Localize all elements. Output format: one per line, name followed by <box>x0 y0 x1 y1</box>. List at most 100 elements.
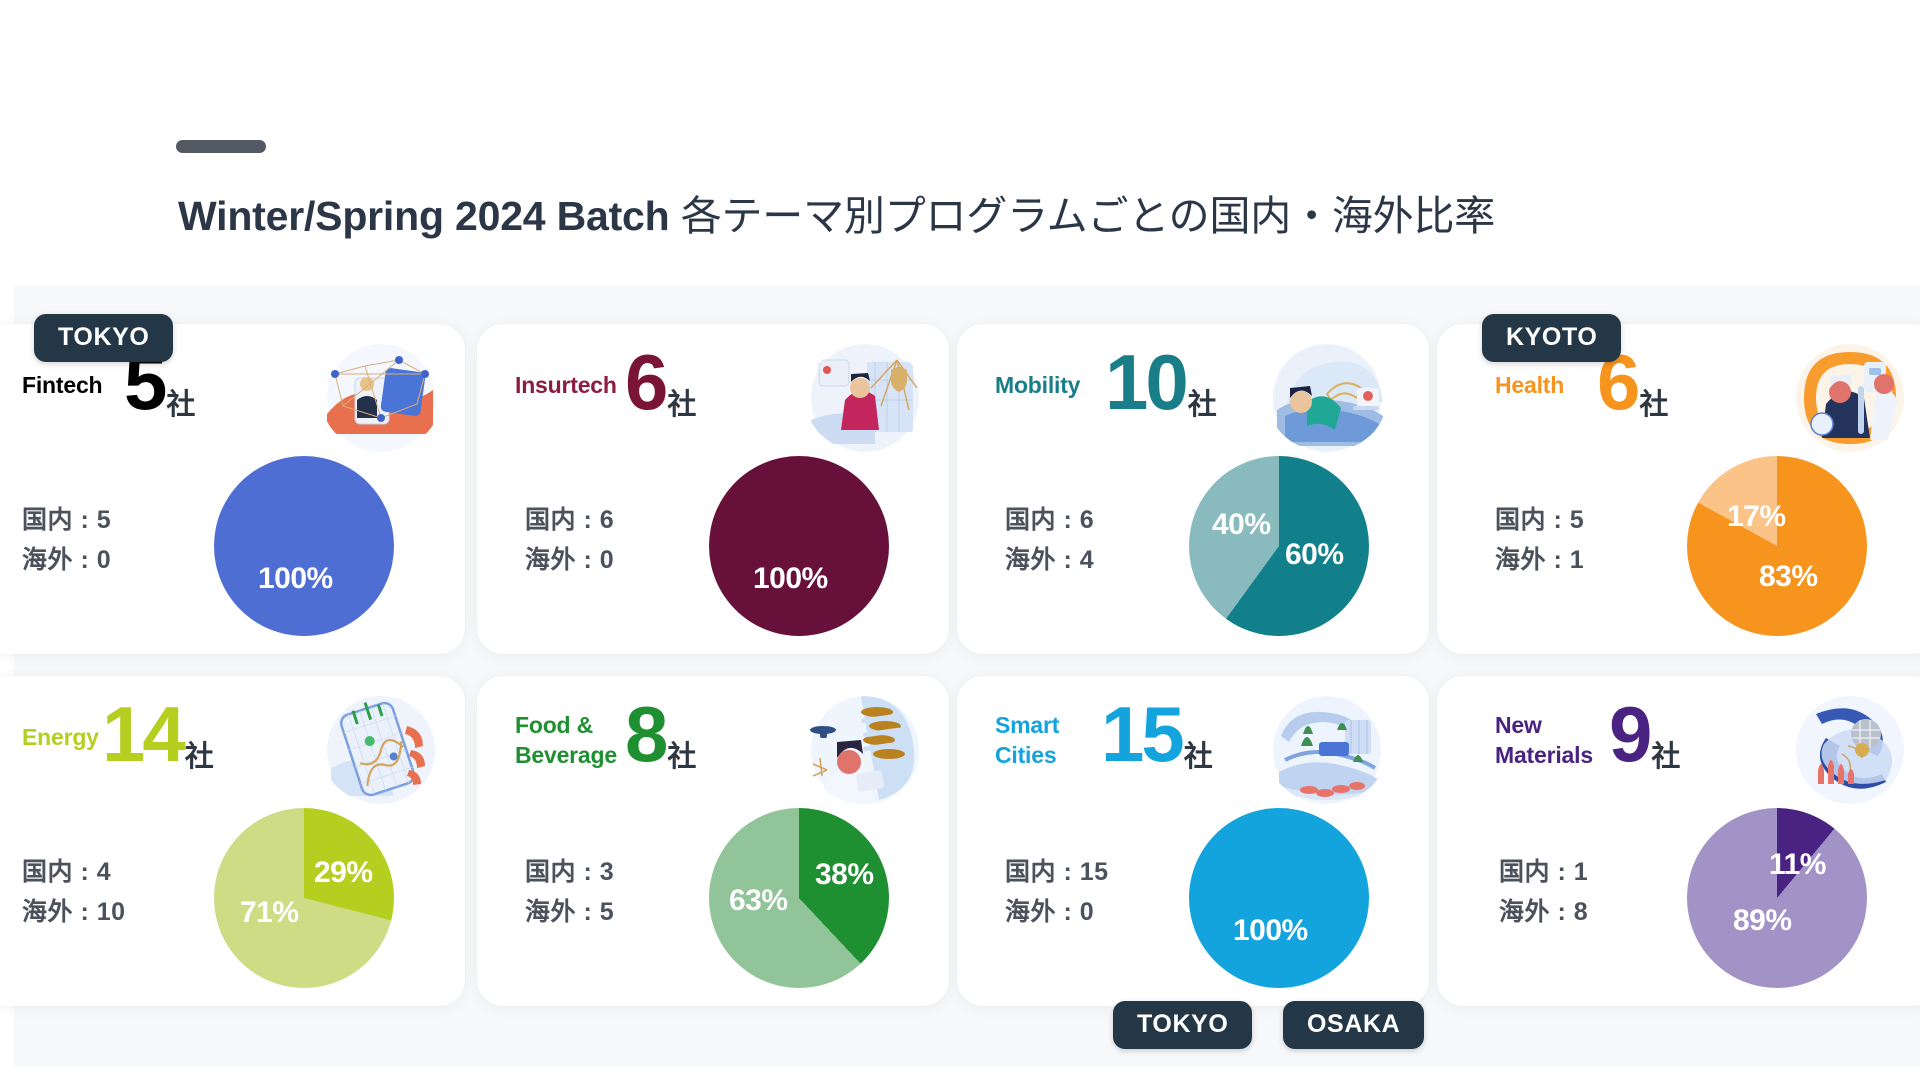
count-number: 6 <box>625 338 668 426</box>
pie-chart: 17% 83% <box>1687 456 1867 636</box>
decorative-dash <box>176 140 266 153</box>
pie-slice-label-domestic: 11% <box>1769 848 1826 881</box>
company-count: 6 社 <box>625 336 696 428</box>
pie-slice-label: 100% <box>753 562 828 595</box>
city-badge-osaka-bottom[interactable]: OSAKA <box>1283 1001 1425 1049</box>
domestic-count: 国内 : 6 <box>1005 506 1095 534</box>
theme-label-line1: Smart <box>995 712 1060 738</box>
overseas-count: 海外 : 4 <box>1005 546 1095 574</box>
theme-label-line1: New <box>1495 712 1542 738</box>
count-number: 9 <box>1609 690 1652 778</box>
theme-label-line2: Beverage <box>515 742 617 768</box>
theme-card-energy[interactable]: Energy 14 社 <box>0 676 465 1006</box>
theme-label: Food & Beverage <box>515 710 715 770</box>
page-title-en: Winter/Spring 2024 Batch <box>178 193 670 239</box>
company-count: 15 社 <box>1101 688 1213 780</box>
count-unit: 社 <box>166 389 196 421</box>
count-number: 10 <box>1105 338 1189 426</box>
energy-illustration-icon <box>321 696 441 804</box>
count-number: 14 <box>102 690 186 778</box>
city-badge-kyoto-top[interactable]: KYOTO <box>1482 314 1622 362</box>
count-number: 8 <box>625 690 668 778</box>
theme-card-mobility[interactable]: Mobility 10 社 <box>957 324 1429 654</box>
company-count: 9 社 <box>1609 688 1680 780</box>
stats-block: 国内 : 5 海外 : 0 <box>22 500 111 580</box>
theme-card-insurtech[interactable]: Insurtech 6 社 <box>477 324 949 654</box>
pie-slice-label-domestic: 29% <box>314 856 373 889</box>
company-count: 8 社 <box>625 688 696 780</box>
pie-slice-label-domestic: 83% <box>1759 560 1818 593</box>
smart-cities-illustration-icon <box>1267 696 1387 804</box>
health-illustration-icon <box>1790 344 1910 452</box>
pie-slice-label-domestic: 60% <box>1285 538 1344 571</box>
insurtech-illustration-icon <box>805 344 925 452</box>
theme-label: Smart Cities <box>995 710 1195 770</box>
theme-label: Mobility <box>995 372 1081 398</box>
pie-slice-label-overseas: 40% <box>1212 508 1271 541</box>
theme-card-fintech[interactable]: Fintech 5 社 <box>0 324 465 654</box>
theme-label: Energy <box>22 724 99 750</box>
stats-block: 国内 : 1 海外 : 8 <box>1499 852 1588 932</box>
pie-chart: 100% <box>709 456 889 636</box>
pie-slice-label-overseas: 89% <box>1733 904 1792 937</box>
overseas-count: 海外 : 0 <box>22 546 112 574</box>
domestic-count: 国内 : 5 <box>1495 506 1585 534</box>
page-header <box>0 0 1920 286</box>
pie-chart: 38% 63% <box>709 808 889 988</box>
overseas-count: 海外 : 5 <box>525 898 615 926</box>
mobility-illustration-icon <box>1267 344 1387 452</box>
theme-card-health[interactable]: Health 6 社 <box>1437 324 1920 654</box>
theme-card-smart-cities[interactable]: Smart Cities 15 社 <box>957 676 1429 1006</box>
domestic-count: 国内 : 5 <box>22 506 112 534</box>
stats-block: 国内 : 4 海外 : 10 <box>22 852 126 932</box>
overseas-count: 海外 : 8 <box>1499 898 1589 926</box>
overseas-count: 海外 : 0 <box>525 546 615 574</box>
theme-card-new-materials[interactable]: New Materials 9 社 <box>1437 676 1920 1006</box>
theme-label: Health <box>1495 372 1565 398</box>
food-beverage-illustration-icon <box>805 696 925 804</box>
new-materials-illustration-icon <box>1790 696 1910 804</box>
domestic-count: 国内 : 6 <box>525 506 615 534</box>
company-count: 10 社 <box>1105 336 1217 428</box>
domestic-count: 国内 : 1 <box>1499 858 1589 886</box>
overseas-count: 海外 : 1 <box>1495 546 1585 574</box>
domestic-count: 国内 : 3 <box>525 858 615 886</box>
pie-slice-label: 100% <box>258 562 333 595</box>
page-title-ja: 各テーマ別プログラムごとの国内・海外比率 <box>669 193 1496 239</box>
count-unit: 社 <box>667 741 697 773</box>
domestic-count: 国内 : 15 <box>1005 858 1109 886</box>
theme-label-line1: Food & <box>515 712 593 738</box>
pie-chart: 11% 89% <box>1687 808 1867 988</box>
count-unit: 社 <box>1651 741 1681 773</box>
pie-slice-label-overseas: 63% <box>729 884 788 917</box>
pie-slice-label: 100% <box>1233 914 1308 947</box>
pie-chart: 100% <box>1189 808 1369 988</box>
stats-block: 国内 : 6 海外 : 4 <box>1005 500 1094 580</box>
count-unit: 社 <box>1187 389 1217 421</box>
city-badge-tokyo-top[interactable]: TOKYO <box>34 314 174 362</box>
count-unit: 社 <box>184 741 214 773</box>
domestic-count: 国内 : 4 <box>22 858 112 886</box>
theme-label: New Materials <box>1495 710 1705 770</box>
stats-block: 国内 : 15 海外 : 0 <box>1005 852 1109 932</box>
overseas-count: 海外 : 0 <box>1005 898 1095 926</box>
theme-label: Insurtech <box>515 372 617 398</box>
theme-card-food-beverage[interactable]: Food & Beverage 8 社 <box>477 676 949 1006</box>
city-badge-tokyo-bottom[interactable]: TOKYO <box>1113 1001 1253 1049</box>
pie-chart: 29% 71% <box>214 808 394 988</box>
fintech-illustration-icon <box>321 344 441 452</box>
stats-block: 国内 : 3 海外 : 5 <box>525 852 614 932</box>
theme-label-line2: Materials <box>1495 742 1593 768</box>
theme-card-grid: Fintech 5 社 <box>0 286 1920 1066</box>
company-count: 14 社 <box>102 688 214 780</box>
theme-label: Fintech <box>22 372 103 398</box>
overseas-count: 海外 : 10 <box>22 898 126 926</box>
pie-slice-label-overseas: 71% <box>240 896 299 929</box>
pie-slice-label-overseas: 17% <box>1727 500 1786 533</box>
stats-block: 国内 : 6 海外 : 0 <box>525 500 614 580</box>
count-number: 15 <box>1101 690 1185 778</box>
pie-chart: 40% 60% <box>1189 456 1369 636</box>
page-title: Winter/Spring 2024 Batch 各テーマ別プログラムごとの国内… <box>178 190 1495 242</box>
count-unit: 社 <box>667 389 697 421</box>
theme-label-line2: Cities <box>995 742 1057 768</box>
